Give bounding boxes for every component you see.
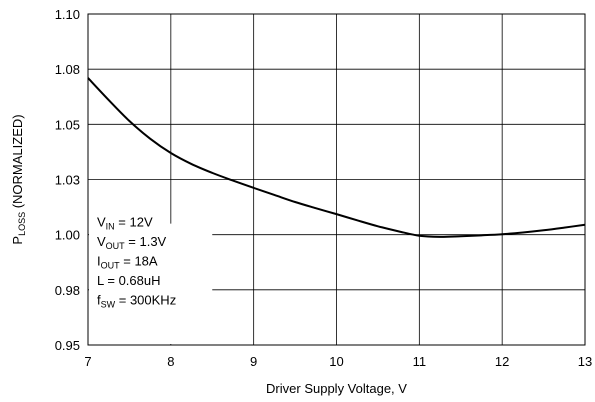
x-tick-label: 10	[329, 354, 343, 369]
annotation-main: V	[97, 234, 106, 249]
annotation-box	[89, 223, 213, 344]
annotation-main: V	[97, 215, 106, 230]
annotation-line: IOUT = 18A	[97, 254, 158, 271]
y-tick-label: 1.03	[55, 173, 80, 188]
x-tick-label: 12	[495, 354, 509, 369]
annotation-rest: = 18A	[120, 254, 158, 269]
y-tick-label: 1.10	[55, 7, 80, 22]
annotation-main: I	[97, 254, 101, 269]
x-tick-labels: 7 8 9 10 11 12 13	[84, 354, 592, 369]
annotation-rest: = 12V	[115, 215, 153, 230]
plot-frame	[87, 13, 586, 346]
annotation-sub: IN	[106, 222, 115, 232]
annotation-rest: = 300KHz	[115, 293, 176, 308]
y-tick-label: 1.05	[55, 117, 80, 132]
x-tick-label: 9	[250, 354, 257, 369]
annotation-main: L = 0.68uH	[97, 273, 160, 288]
y-axis-label-rest: (NORMALIZED)	[10, 114, 25, 212]
y-axis-label-sub: LOSS	[17, 212, 27, 236]
annotation-line: VIN = 12V	[97, 215, 153, 232]
x-tick-label: 7	[84, 354, 91, 369]
annotation-sub: SW	[101, 300, 116, 310]
series-line	[87, 77, 586, 238]
y-tick-label: 0.95	[55, 338, 80, 353]
x-tick-label: 13	[578, 354, 592, 369]
annotation-main: f	[97, 293, 101, 308]
x-tick-label: 8	[167, 354, 174, 369]
y-tick-labels: 0.95 0.98 1.00 1.03 1.05 1.08 1.10	[55, 7, 80, 353]
x-axis-label: Driver Supply Voltage, V	[266, 381, 407, 396]
y-tick-label: 1.08	[55, 62, 80, 77]
annotation-line: L = 0.68uH	[97, 273, 160, 288]
annotation-line: VOUT = 1.3V	[97, 234, 167, 251]
x-tick-label: 11	[413, 354, 427, 369]
annotation-line: fSW = 300KHz	[97, 293, 176, 310]
annotation-sub: OUT	[101, 261, 121, 271]
annotation-sub: OUT	[106, 241, 126, 251]
annotation-background	[89, 223, 213, 344]
y-axis-label-main: P	[10, 236, 25, 245]
y-axis-label: PLOSS (NORMALIZED)	[10, 114, 27, 244]
series-group	[87, 77, 586, 238]
y-tick-label: 1.00	[55, 228, 80, 243]
annotation-rest: = 1.3V	[125, 234, 167, 249]
y-tick-label: 0.98	[55, 283, 80, 298]
